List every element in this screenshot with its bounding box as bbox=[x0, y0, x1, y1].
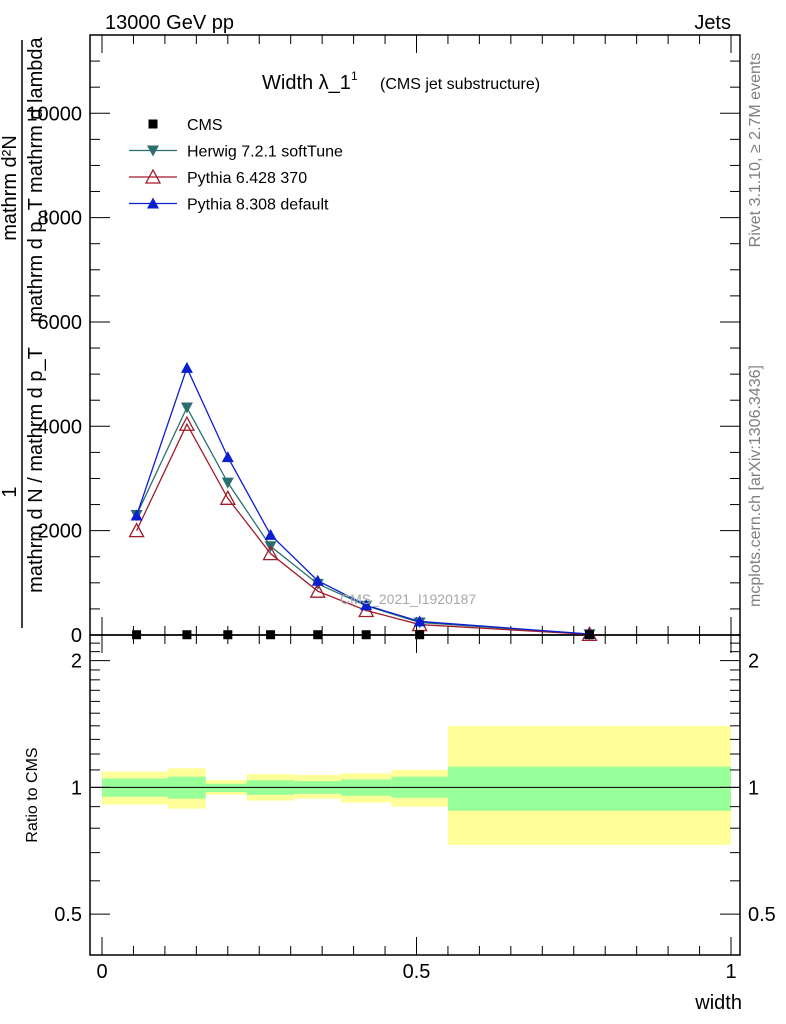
data-point-pythia-8-308-default bbox=[264, 528, 277, 540]
ratio-frame bbox=[89, 634, 741, 956]
legend-label-herwig-7-2-1-softtune: Herwig 7.2.1 softTune bbox=[187, 144, 343, 161]
legend-marker-pythia-6-428-370 bbox=[144, 168, 162, 184]
legend-label-pythia-6-428-370: Pythia 6.428 370 bbox=[187, 170, 307, 187]
series-group bbox=[128, 361, 598, 642]
y-tick-label: 0 bbox=[71, 625, 82, 647]
ylabel-bottom-den: mathrm d N / mathrm d p_T bbox=[25, 347, 47, 593]
data-point-pythia-8-308-default bbox=[221, 451, 234, 463]
data-point-pythia-6-428-370 bbox=[178, 415, 196, 431]
chart-title-sup: 1 bbox=[351, 69, 358, 83]
ratio-tick-label: 0.5 bbox=[54, 904, 82, 926]
y-axis-label: mathrm d²N mathrm d p_T mathrm d lambda … bbox=[0, 36, 47, 628]
y-tick-label: 4000 bbox=[38, 416, 83, 438]
y-tick-label: 10000 bbox=[26, 103, 82, 125]
chart-title: Width λ_11 bbox=[262, 69, 358, 94]
legend-label-pythia-8-308-default: Pythia 8.308 default bbox=[187, 197, 329, 214]
ratio-bands bbox=[102, 725, 731, 845]
data-point-herwig-7-2-1-softtune bbox=[180, 402, 193, 414]
series-line-pythia-6-428-370 bbox=[136, 422, 590, 636]
ratio-tick-label-right: 1 bbox=[748, 777, 759, 799]
ratio-tick-label: 1 bbox=[71, 777, 82, 799]
chart-title-suffix: (CMS jet substructure) bbox=[380, 76, 540, 93]
series-line-pythia-8-308-default bbox=[135, 366, 590, 635]
chart-title-main: Width λ_1 bbox=[262, 72, 351, 94]
ylabel-top-den: mathrm d p_T mathrm d lambda bbox=[25, 36, 47, 322]
data-point-pythia-8-308-default bbox=[413, 615, 426, 627]
data-point-pythia-6-428-370 bbox=[219, 489, 236, 505]
data-point-cms bbox=[584, 630, 594, 640]
ratio-band-inner bbox=[447, 766, 731, 811]
data-point-cms bbox=[361, 630, 371, 640]
legend-marker-pythia-8-308-default bbox=[147, 197, 159, 209]
x-tick-label: 0.5 bbox=[403, 961, 431, 983]
ratio-tick-label: 2 bbox=[71, 651, 82, 673]
ratio-tick-label-right: 2 bbox=[748, 651, 759, 673]
y-tick-label: 2000 bbox=[38, 521, 83, 543]
series-line-herwig-7-2-1-softtune bbox=[136, 406, 590, 635]
data-point-herwig-7-2-1-softtune bbox=[221, 477, 234, 489]
data-point-cms bbox=[182, 630, 192, 640]
ylabel-bottom-num: 1 bbox=[0, 486, 21, 497]
data-point-cms bbox=[313, 630, 323, 640]
legend-label-cms: CMS bbox=[187, 117, 223, 134]
data-point-cms bbox=[223, 630, 233, 640]
data-point-pythia-8-308-default bbox=[180, 361, 193, 373]
data-point-pythia-6-428-370 bbox=[262, 545, 279, 561]
y-tick-label: 8000 bbox=[38, 208, 83, 230]
legend-marker-cms bbox=[148, 119, 158, 129]
rivet-label: Rivet 3.1.10, ≥ 2.7M events bbox=[747, 53, 764, 248]
y-tick-label: 6000 bbox=[38, 312, 83, 334]
legend: CMS Herwig 7.2.1 softTune Pythia 6.428 370… bbox=[129, 117, 343, 214]
ratio-band-inner bbox=[205, 783, 247, 793]
x-tick-label: 1 bbox=[725, 961, 736, 983]
main-axis-ticks: 0 2000 4000 6000 8000 10000 bbox=[26, 35, 740, 647]
data-point-pythia-8-308-default bbox=[311, 574, 324, 586]
x-axis-label: width bbox=[694, 992, 742, 1014]
ratio-axis-ticks: 0.5 0.5 1 1 2 2 0 0.5 1 bbox=[54, 635, 776, 983]
data-point-cms bbox=[132, 630, 142, 640]
analysis-watermark: CMS_2021_I1920187 bbox=[340, 591, 476, 607]
ratio-tick-label-right: 0.5 bbox=[748, 904, 776, 926]
legend-marker-herwig-7-2-1-softtune bbox=[147, 145, 159, 157]
header-right: Jets bbox=[694, 12, 731, 34]
data-point-pythia-6-428-370 bbox=[309, 582, 326, 598]
ylabel-top-num: mathrm d²N bbox=[0, 135, 21, 241]
data-point-pythia-8-308-default bbox=[360, 599, 373, 611]
mcplots-label: mcplots.cern.ch [arXiv:1306.3436] bbox=[747, 365, 764, 607]
data-point-cms bbox=[266, 630, 276, 640]
data-point-pythia-8-308-default bbox=[130, 509, 143, 521]
data-point-pythia-6-428-370 bbox=[128, 522, 145, 538]
x-tick-label: 0 bbox=[96, 961, 107, 983]
ratio-ylabel: Ratio to CMS bbox=[24, 747, 41, 842]
header-left: 13000 GeV pp bbox=[105, 12, 234, 34]
data-point-cms bbox=[415, 630, 425, 640]
